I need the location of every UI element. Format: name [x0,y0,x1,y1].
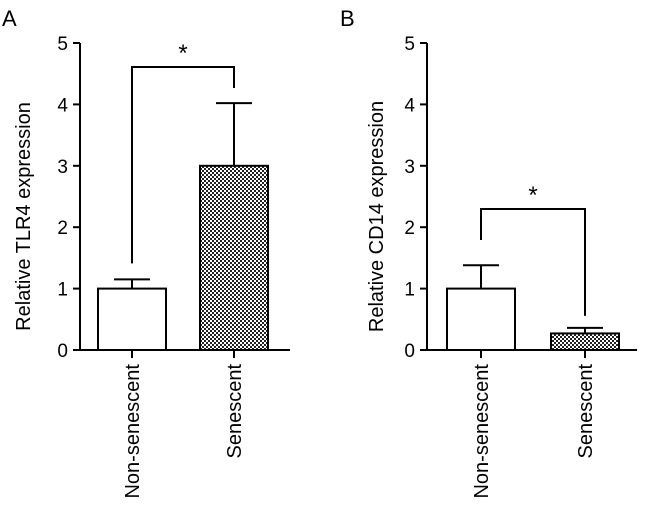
y-tick-label: 4 [404,95,415,116]
y-tick-label: 2 [404,218,415,239]
x-tick-label: Non-senescent [122,364,144,499]
y-tick-label: 0 [57,341,68,362]
y-tick-label: 1 [404,280,415,301]
panel-label: A [2,6,17,31]
y-tick-label: 3 [404,157,415,178]
panel-b: B 0 1 2 3 4 5 Relative CD14 expression Non-senes… [340,6,637,499]
y-tick-label: 3 [57,157,68,178]
y-tick-label: 4 [57,95,68,116]
bar [97,287,167,352]
y-axis-title: Relative TLR4 expression [13,102,35,331]
x-tick-label: Non-senescent [471,364,493,499]
panel-label: B [340,6,355,31]
significance-bracket [480,208,586,316]
y-tick-label: 2 [57,218,68,239]
y-tick-label: 5 [404,34,415,55]
x-tick-label: Senescent [575,364,597,459]
y-tick-label: 5 [57,34,68,55]
significance-star: * [528,182,537,209]
panel-a: A 0 1 2 3 4 5 Relative TLR4 expression Non-senes… [2,6,290,499]
y-tick-label: 1 [57,280,68,301]
y-tick-label: 0 [404,341,415,362]
x-tick-label: Senescent [224,364,246,459]
bar [446,287,516,352]
y-axis-title: Relative CD14 expression [366,101,388,332]
significance-bracket [131,66,235,264]
bar [550,332,620,351]
significance-star: * [178,40,187,67]
bar [199,164,269,351]
